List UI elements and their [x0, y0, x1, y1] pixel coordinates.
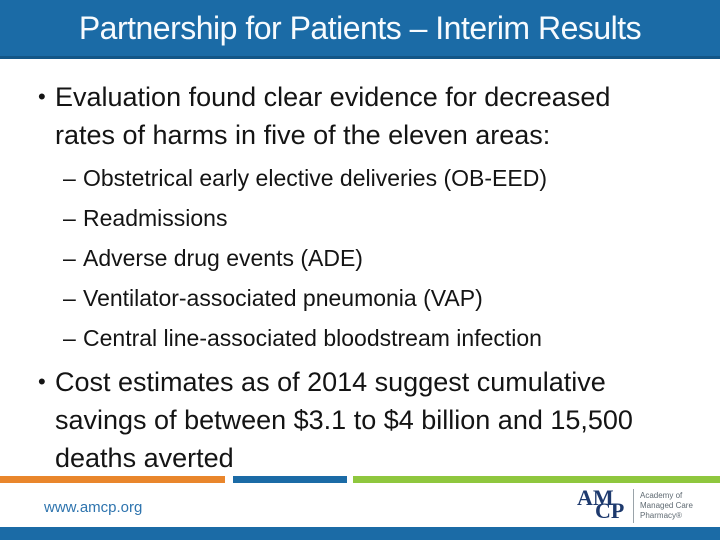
sub-bullet-text: Central line-associated bloodstream infe…: [83, 324, 542, 351]
sub-bullet-ob-eed: – Obstetrical early elective deliveries …: [63, 158, 547, 198]
page-title: Partnership for Patients – Interim Resul…: [78, 9, 642, 46]
sub-bullet-ade: – Adverse drug events (ADE): [63, 238, 547, 278]
dash-marker: –: [63, 244, 76, 271]
accent-bar-orange: [0, 476, 225, 483]
sub-bullet-clabsi: – Central line-associated bloodstream in…: [63, 318, 547, 358]
sub-bullet-text: Ventilator-associated pneumonia (VAP): [83, 284, 483, 311]
bullet-marker: •: [38, 369, 46, 394]
website-link[interactable]: www.amcp.org: [44, 499, 143, 516]
monogram-cp: CP: [595, 498, 625, 523]
sub-bullet-list: – Obstetrical early elective deliveries …: [63, 158, 547, 358]
bullet-line: deaths averted: [55, 443, 234, 473]
bullet-line: Evaluation found clear evidence for decr…: [55, 82, 611, 112]
accent-bar-green: [353, 476, 720, 483]
amcp-logo: AM CP Academy of Managed Care Pharmacy®: [577, 487, 693, 524]
title-banner: Partnership for Patients – Interim Resul…: [0, 0, 720, 59]
tagline-line: Pharmacy®: [640, 510, 682, 520]
bottom-accent-bar: [0, 527, 720, 540]
dash-marker: –: [63, 324, 76, 351]
sub-bullet-text: Adverse drug events (ADE): [83, 244, 363, 271]
sub-bullet-text: Readmissions: [83, 204, 228, 231]
dash-marker: –: [63, 204, 76, 231]
tagline-line: Academy of: [640, 490, 683, 500]
logo-divider: [633, 488, 634, 523]
amcp-monogram: AM CP: [577, 487, 631, 524]
logo-tagline: Academy of Managed Care Pharmacy®: [640, 491, 693, 521]
sub-bullet-vap: – Ventilator-associated pneumonia (VAP): [63, 278, 547, 318]
bullet-line: savings of between $3.1 to $4 billion an…: [55, 405, 633, 435]
tagline-line: Managed Care: [640, 500, 693, 510]
bullet-evaluation: • Evaluation found clear evidence for de…: [38, 78, 610, 154]
bullet-cost-estimates: • Cost estimates as of 2014 suggest cumu…: [38, 363, 633, 477]
accent-bar-blue: [233, 476, 347, 483]
dash-marker: –: [63, 164, 76, 191]
sub-bullet-readmissions: – Readmissions: [63, 198, 547, 238]
sub-bullet-text: Obstetrical early elective deliveries (O…: [83, 164, 547, 191]
bullet-line: Cost estimates as of 2014 suggest cumula…: [55, 367, 606, 397]
bullet-marker: •: [38, 84, 46, 109]
bullet-line: rates of harms in five of the eleven are…: [55, 120, 551, 150]
dash-marker: –: [63, 284, 76, 311]
monogram-am: AM: [577, 485, 614, 510]
